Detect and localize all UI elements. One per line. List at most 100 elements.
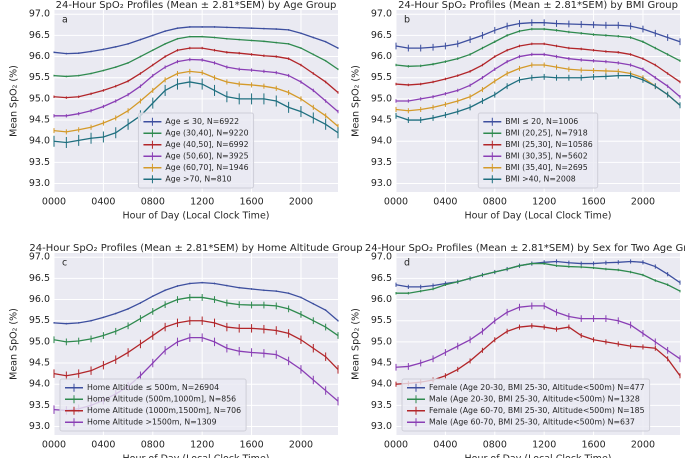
series-line [53,47,339,99]
y-tick-label: 95.0 [29,93,50,104]
x-tick-label: 0000 [384,197,408,208]
chart-title: 24-Hour SpO₂ Profiles (Mean ± 2.81*SEM) … [398,0,678,11]
y-tick-label: 97.0 [371,9,392,20]
x-axis-label: Hour of Day (Local Clock Time) [465,211,612,222]
panel: 93.0 93.5 94.0 94.5 95.0 95.5 96.0 96.5 97.0 0000… [351,0,681,222]
legend-label: Home Altitude ≤ 500m, N=26904 [87,383,219,392]
x-tick-label: 1600 [239,197,263,208]
x-tick-label: 1200 [190,440,214,451]
panel-label: c [62,258,67,269]
legend-label: BMI >40, N=2008 [505,174,576,183]
series-line [396,53,681,102]
series-line [395,28,681,67]
y-tick-label: 94.0 [29,379,50,390]
legend-label: Age (60,70], N=1946 [165,163,248,172]
y-tick-label: 95.0 [29,336,50,347]
legend: Home Altitude ≤ 500m, N=26904 Home Altitu… [59,378,247,432]
x-tick-label: 0400 [433,197,457,208]
series-line [53,81,339,144]
y-axis-label: Mean SpO₂ (%) [9,65,20,137]
y-tick-label: 93.0 [371,178,392,189]
y-tick-label: 96.5 [29,30,50,41]
y-tick-label: 93.0 [29,421,50,432]
y-tick-label: 93.5 [29,400,50,411]
y-tick-label: 97.0 [371,252,392,263]
x-axis-label: Hour of Day (Local Clock Time) [123,454,270,458]
y-tick-label: 93.5 [29,157,50,168]
x-tick-label: 1200 [532,440,556,451]
x-tick-label: 2000 [289,197,313,208]
y-tick-label: 96.5 [371,30,392,41]
y-tick-label: 96.0 [29,294,50,305]
legend-label: Female (Age 60-70, BMI 25-30, Altitude<5… [429,406,645,415]
legend-label: BMI (25,30], N=10586 [505,140,592,149]
x-tick-label: 0000 [42,440,66,451]
y-tick-label: 96.0 [371,294,392,305]
y-tick-label: 95.5 [371,315,392,326]
x-tick-label: 1600 [239,440,263,451]
y-tick-label: 93.0 [29,178,50,189]
series-line [395,64,681,112]
x-tick-label: 2000 [289,440,313,451]
legend-label: Age (50,60], N=3925 [165,151,248,160]
x-tick-label: 2000 [631,197,655,208]
y-tick-label: 94.5 [371,115,392,126]
legend-label: BMI ≤ 20, N=1006 [505,117,578,126]
y-tick-label: 94.5 [371,358,392,369]
y-tick-label: 95.5 [29,72,50,83]
legend-label: Male (Age 20-30, BMI 25-30, Altitude<500… [429,394,640,403]
y-tick-label: 93.0 [371,421,392,432]
y-tick-label: 95.0 [371,336,392,347]
legend-label: BMI (20,25], N=7918 [505,128,587,137]
x-tick-label: 2000 [631,440,655,451]
x-tick-label: 0000 [384,440,408,451]
series-line [54,58,339,117]
series-line [53,36,339,78]
series-line [53,26,339,55]
chart-title: 24-Hour SpO₂ Profiles (Mean ± 2.81*SEM) … [29,243,362,254]
legend: Female (Age 20-30, BMI 25-30, Altitude<5… [401,378,651,432]
legend: Age ≤ 30, N=6922 Age (30,40], N=9220 Age (… [137,112,255,189]
x-tick-label: 1200 [190,197,214,208]
y-axis-label: Mean SpO₂ (%) [351,65,362,137]
y-tick-label: 94.5 [29,115,50,126]
series-line [53,281,339,325]
y-tick-label: 96.0 [29,51,50,62]
legend-label: BMI (35,40], N=2695 [505,163,587,172]
panel: 93.0 93.5 94.0 94.5 95.0 95.5 96.0 96.5 97.0 0000… [9,243,363,458]
y-axis-label: Mean SpO₂ (%) [9,308,20,380]
panel-label: a [62,15,68,26]
x-tick-label: 0800 [483,197,507,208]
legend-label: Female (Age 20-30, BMI 25-30, Altitude<5… [429,383,645,392]
x-tick-label: 1600 [581,440,605,451]
y-tick-label: 94.0 [371,379,392,390]
y-tick-label: 97.0 [29,252,50,263]
series-line [395,305,681,368]
x-tick-label: 0800 [141,197,165,208]
panel-label: b [404,15,410,26]
series-line [395,325,681,385]
x-tick-label: 0400 [433,440,457,451]
legend-label: Age (30,40], N=9220 [165,128,248,137]
x-tick-label: 1600 [581,197,605,208]
legend-box [401,378,651,432]
y-tick-label: 94.0 [29,136,50,147]
series-line [53,296,339,343]
chart-title: 24-Hour SpO₂ Profiles (Mean ± 2.81*SEM) … [56,0,337,11]
x-axis-label: Hour of Day (Local Clock Time) [465,454,612,458]
y-tick-label: 96.5 [371,273,392,284]
x-axis-label: Hour of Day (Local Clock Time) [123,211,270,222]
legend: BMI ≤ 20, N=1006 BMI (20,25], N=7918 BMI (… [477,112,599,189]
y-tick-label: 93.5 [371,400,392,411]
legend-label: Age ≤ 30, N=6922 [165,117,239,126]
series-line [395,74,681,121]
panel: 93.0 93.5 94.0 94.5 95.0 95.5 96.0 96.5 97.0 0000… [351,243,685,458]
series-line [396,262,681,294]
series-line [395,43,681,86]
legend-label: Home Altitude (1000m,1500m], N=706 [87,406,241,415]
x-tick-label: 0000 [42,197,66,208]
y-tick-label: 95.0 [371,93,392,104]
series-line [395,22,681,49]
y-tick-label: 97.0 [29,9,50,20]
